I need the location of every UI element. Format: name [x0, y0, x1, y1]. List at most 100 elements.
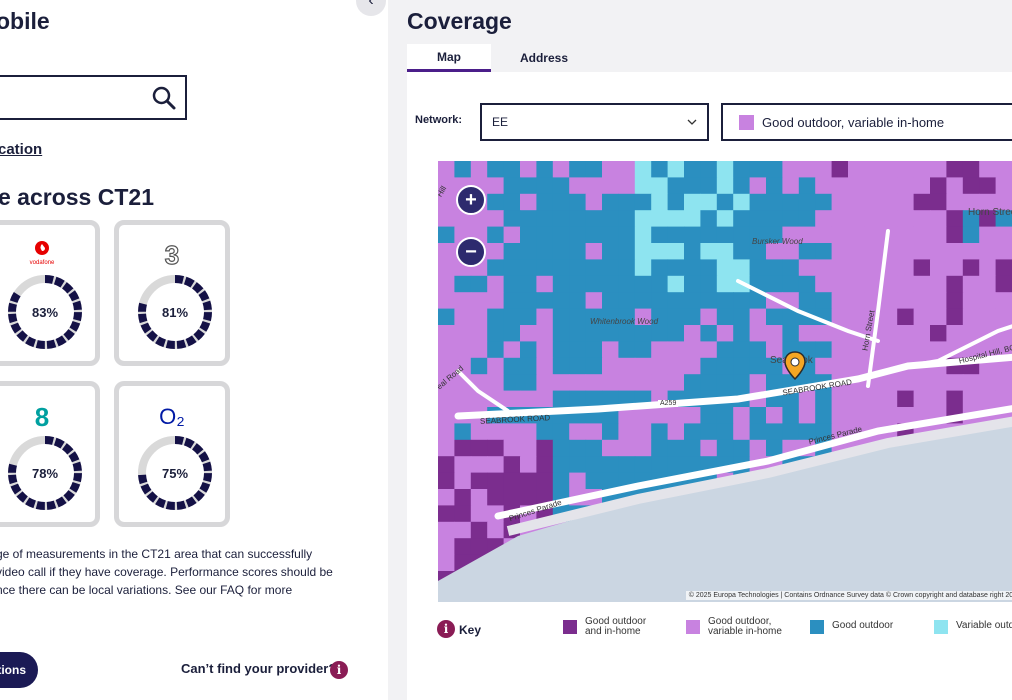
description-line: ge of measurements in the CT21 area that…	[0, 547, 313, 561]
coverage-tile	[749, 407, 767, 424]
coverage-tile	[520, 374, 537, 392]
coverage-tile	[503, 161, 521, 178]
search-icon[interactable]	[151, 85, 177, 111]
coverage-tile	[766, 325, 783, 342]
coverage-tile	[634, 357, 652, 375]
donut-segment	[138, 275, 212, 349]
coverage-tile	[487, 423, 505, 441]
coverage-tile	[880, 390, 898, 408]
coverage-panel: Coverage Map Address Network: EE Good ou…	[388, 0, 1012, 700]
map-road	[736, 279, 880, 343]
coverage-tile	[602, 275, 619, 293]
beach-strip	[506, 416, 1012, 536]
coverage-tile	[716, 243, 734, 260]
coverage-tile	[848, 407, 865, 424]
coverage-tile	[700, 308, 718, 326]
coverage-tile	[831, 210, 849, 228]
ee-logo-text: 8	[35, 402, 49, 430]
coverage-tile	[552, 390, 570, 408]
coverage-map[interactable]: Bursker Wood Whitenbrook Wood Horn Stree…	[438, 161, 1012, 602]
coverage-tile	[733, 243, 751, 260]
coverage-tile	[700, 177, 718, 195]
coverage-tile	[831, 226, 849, 244]
provider-card-ee[interactable]: 8 78%	[0, 381, 100, 527]
coverage-tile	[897, 390, 915, 408]
coverage-tile	[585, 374, 603, 392]
use-location-link[interactable]: cation	[0, 141, 43, 158]
coverage-tile	[782, 407, 800, 424]
vodafone-score-donut	[8, 275, 82, 349]
coverage-tile	[520, 226, 537, 244]
coverage-tile	[520, 439, 537, 457]
coverage-tile	[552, 374, 570, 392]
coverage-tile	[913, 292, 931, 310]
info-icon[interactable]: i	[437, 620, 455, 638]
provider-card-o2[interactable]: O₂ 75%	[114, 381, 230, 527]
coverage-tile	[946, 226, 964, 244]
coverage-tile	[700, 423, 718, 441]
coverage-tile	[733, 407, 751, 424]
coverage-tile	[503, 259, 521, 277]
coverage-tile	[487, 210, 505, 228]
coverage-tile	[716, 439, 734, 457]
coverage-tile	[798, 161, 816, 178]
options-button[interactable]: tions	[0, 652, 38, 688]
coverage-tile	[815, 390, 833, 408]
coverage-tile	[585, 259, 603, 277]
coverage-tile	[454, 439, 472, 457]
coverage-tile	[700, 407, 718, 424]
network-select[interactable]: EE	[480, 103, 709, 141]
tab-map[interactable]: Map	[407, 44, 491, 72]
postcode-search-input[interactable]	[0, 77, 138, 117]
location-pin-icon[interactable]	[783, 351, 807, 381]
coverage-tile	[487, 439, 505, 457]
coverage-tile	[602, 226, 619, 244]
coverage-tile	[716, 193, 734, 211]
coverage-tile	[667, 226, 685, 244]
coverage-tile	[913, 193, 931, 211]
coverage-tile	[962, 275, 980, 293]
coverage-tile	[585, 472, 603, 490]
coverage-tile	[520, 341, 537, 359]
coverage-tile	[995, 193, 1012, 211]
coverage-tile	[503, 341, 521, 359]
coverage-tile	[733, 423, 751, 441]
coverage-tile	[815, 226, 833, 244]
coverage-tile	[618, 357, 636, 375]
coverage-tile	[716, 325, 734, 342]
zoom-out-button[interactable]: −	[456, 237, 486, 267]
coverage-tile	[651, 407, 669, 424]
collapse-panel-button[interactable]: ‹	[356, 0, 386, 16]
coverage-tile	[487, 521, 505, 539]
key-item-good-outdoor-variable-in-home: Good outdoor, variable in-home	[686, 617, 788, 637]
coverage-tile	[798, 193, 816, 211]
provider-card-vodafone[interactable]: vodafone 83%	[0, 220, 100, 366]
coverage-tile	[536, 161, 554, 178]
coverage-tile	[930, 341, 947, 359]
coverage-tile	[634, 259, 652, 277]
coverage-tile	[913, 325, 931, 342]
cant-find-provider-text[interactable]: Can’t find your provider?	[181, 661, 337, 676]
coverage-tile	[585, 177, 603, 195]
coverage-type-select[interactable]: Good outdoor, variable in-home	[721, 103, 1012, 141]
map-label: Bursker Wood	[752, 237, 803, 246]
coverage-tile	[962, 177, 980, 195]
coverage-tile	[503, 210, 521, 228]
ee-logo: 8	[0, 400, 95, 432]
coverage-tile	[995, 161, 1012, 178]
coverage-tile	[766, 243, 783, 260]
coverage-tile	[454, 505, 472, 523]
coverage-tile	[585, 161, 603, 178]
coverage-tile	[438, 226, 455, 244]
info-icon[interactable]: i	[330, 661, 348, 679]
coverage-tile	[946, 193, 964, 211]
coverage-tile	[651, 456, 669, 474]
coverage-tile	[618, 423, 636, 441]
provider-card-three[interactable]: 3 81%	[114, 220, 230, 366]
tab-address[interactable]: Address	[519, 51, 569, 65]
coverage-tile	[700, 292, 718, 310]
coverage-tile	[864, 161, 882, 178]
key-swatch	[563, 620, 577, 634]
zoom-in-button[interactable]: +	[456, 185, 486, 215]
coverage-tile	[684, 341, 701, 359]
